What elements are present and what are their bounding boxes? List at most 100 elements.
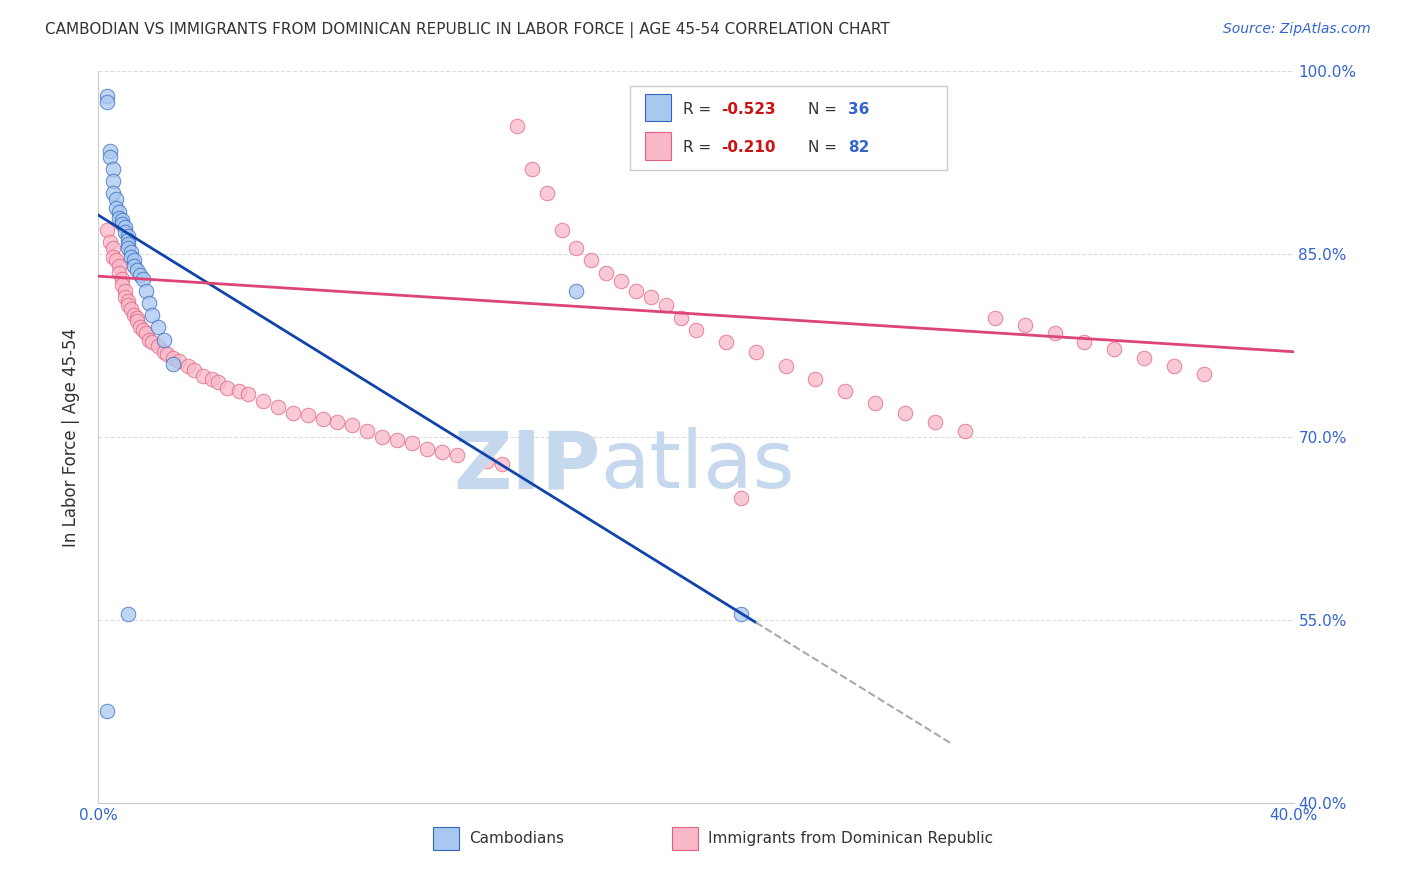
Point [416,442,439,457]
Point [103,174,125,188]
Point [1163,359,1185,374]
Point [236,387,259,401]
Point [135,326,157,341]
Point [132,271,155,285]
Bar [672,827,699,850]
Point [191,369,214,384]
Point [1192,367,1215,381]
Point [156,347,179,361]
Point [98,144,122,158]
Text: N =: N = [808,140,842,155]
Point [148,320,170,334]
Point [103,241,125,255]
Point [120,244,142,259]
Point [167,354,190,368]
Point [96,705,118,719]
Point [141,308,163,322]
Text: N =: N = [808,102,842,117]
Point [129,320,152,334]
Point [153,344,176,359]
Point [924,416,946,430]
Point [114,225,136,239]
Point [953,424,976,438]
Text: -0.523: -0.523 [721,102,776,117]
Text: Immigrants from Dominican Republic: Immigrants from Dominican Republic [709,831,993,847]
Point [117,607,139,621]
Text: 36: 36 [848,102,869,117]
Bar [644,94,671,121]
Point [124,253,146,268]
Point [685,323,707,337]
Point [536,186,558,201]
Point [201,371,224,385]
Point [865,396,887,410]
Point [626,284,648,298]
Point [138,296,160,310]
Point [1104,343,1126,357]
Point [117,233,139,247]
Point [103,161,125,176]
Point [446,448,468,462]
Point [129,268,152,282]
Point [108,260,131,274]
Point [326,416,349,430]
Point [117,228,139,243]
Point [520,161,543,176]
Point [252,393,274,408]
Point [132,323,155,337]
Point [127,263,149,277]
Point [108,211,131,225]
Point [117,241,139,255]
Point [111,217,134,231]
Point [1133,351,1156,365]
Point [311,412,333,426]
Point [141,334,163,349]
Point [730,607,752,621]
Point [120,301,142,317]
Point [565,241,588,255]
Text: Cambodians: Cambodians [470,831,564,847]
Bar [644,132,671,160]
Point [111,277,134,292]
Point [655,298,678,312]
Point [430,444,453,458]
Point [108,204,131,219]
Point [148,338,170,352]
Point [550,223,572,237]
Point [183,363,205,377]
Point [153,333,176,347]
Point [1014,318,1036,332]
Point [117,237,139,252]
Point [162,351,184,365]
Point [984,310,1007,325]
Point [215,381,238,395]
Point [117,298,139,312]
Point [111,213,134,227]
Point [127,310,149,325]
Point [640,290,662,304]
Point [267,400,290,414]
Point [475,454,498,468]
Point [135,284,157,298]
Point [565,284,588,298]
Point [96,95,118,109]
Point [103,186,125,201]
Point [228,384,250,398]
Point [730,491,752,505]
Point [745,344,768,359]
Point [124,260,146,274]
Bar [433,827,460,850]
Text: CAMBODIAN VS IMMIGRANTS FROM DOMINICAN REPUBLIC IN LABOR FORCE | AGE 45-54 CORRE: CAMBODIAN VS IMMIGRANTS FROM DOMINICAN R… [45,22,890,38]
Text: -0.210: -0.210 [721,140,776,155]
Point [96,88,118,103]
Point [111,271,134,285]
Point [124,308,146,322]
Text: 82: 82 [848,140,869,155]
Text: R =: R = [683,102,716,117]
FancyBboxPatch shape [630,86,948,170]
Point [162,357,184,371]
Point [610,274,633,288]
Point [1043,326,1066,341]
Point [775,359,797,374]
Point [117,293,139,308]
